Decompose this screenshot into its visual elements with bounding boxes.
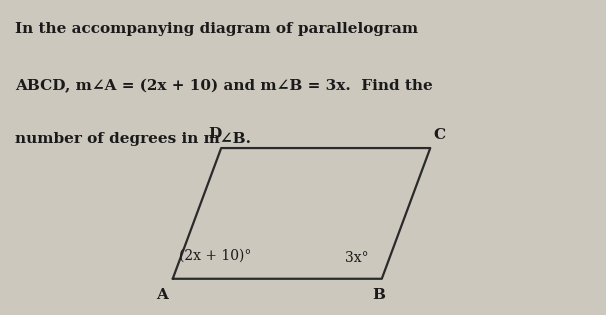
Text: C: C [433,128,445,142]
Text: (2x + 10)°: (2x + 10)° [179,249,251,263]
Text: number of degrees in m∠B.: number of degrees in m∠B. [15,132,251,146]
Text: A: A [156,288,168,302]
Text: ABCD, m∠A = (2x + 10) and m∠B = 3x.  Find the: ABCD, m∠A = (2x + 10) and m∠B = 3x. Find… [15,79,433,93]
Text: 3x°: 3x° [345,251,369,265]
Text: In the accompanying diagram of parallelogram: In the accompanying diagram of parallelo… [15,22,418,36]
Text: D: D [208,127,222,141]
Text: B: B [372,288,385,302]
